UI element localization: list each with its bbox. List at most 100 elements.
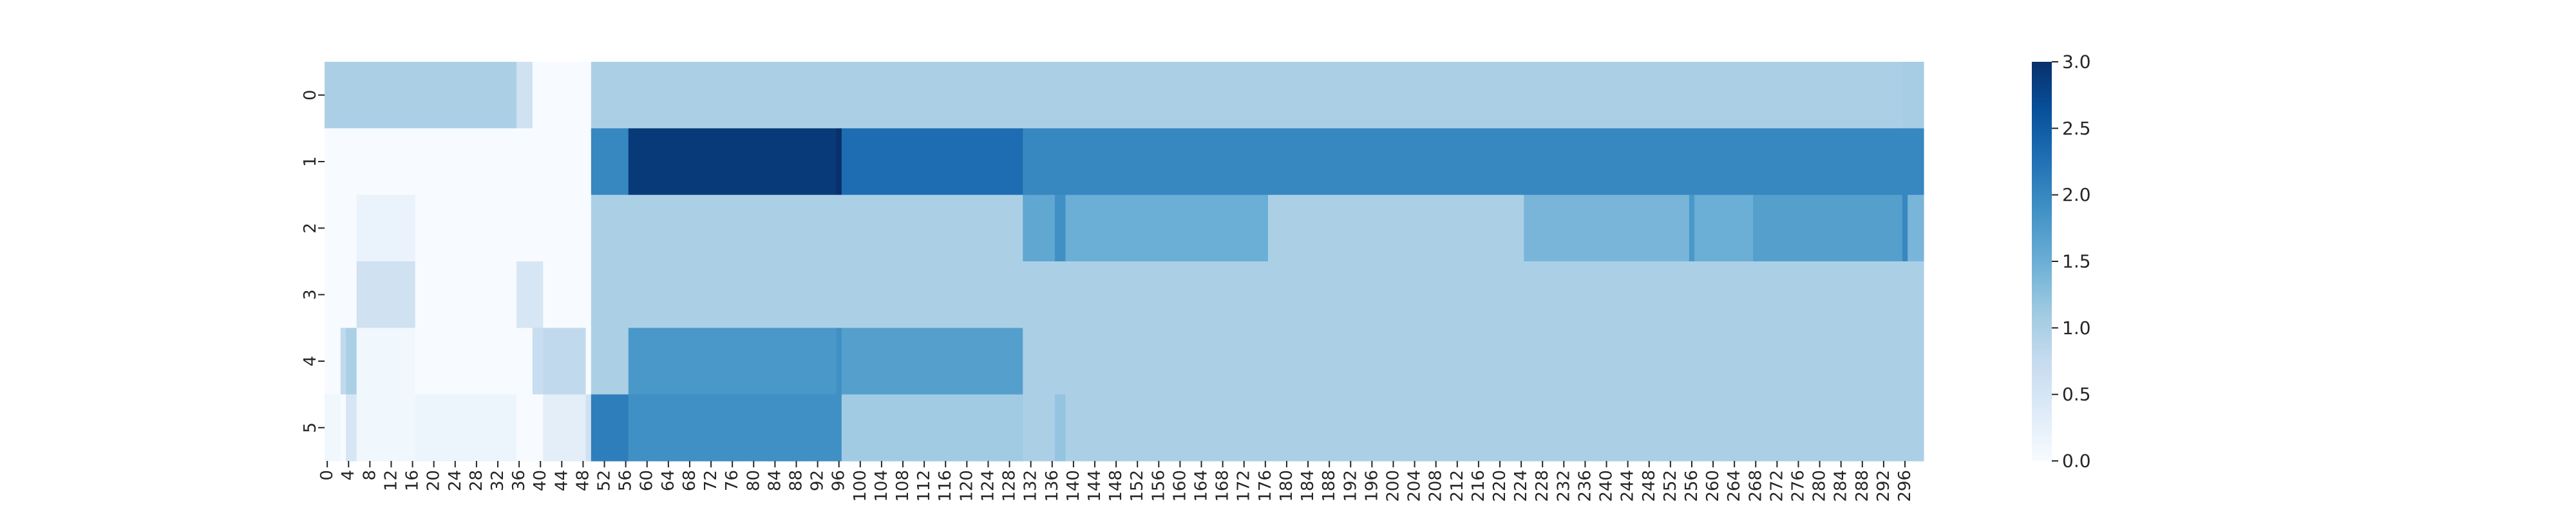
x-tick-label: 96	[829, 470, 849, 491]
y-axis: 0 1 2 3 4 5	[301, 89, 325, 433]
x-tick-label: 220	[1490, 470, 1510, 502]
heatmap-cell	[346, 394, 357, 462]
heatmap-cell	[1023, 394, 1056, 462]
y-tick-label: 5	[301, 422, 320, 433]
x-tick-label: 84	[765, 470, 784, 491]
x-tick-label: 4	[339, 470, 358, 481]
heatmap-cell	[628, 328, 837, 395]
x-tick-label: 288	[1853, 470, 1872, 502]
heatmap-cell	[356, 328, 416, 395]
x-tick-label: 72	[701, 470, 721, 491]
x-tick-label: 20	[424, 470, 444, 491]
heatmap-cell	[516, 261, 544, 328]
x-tick-label: 108	[893, 470, 913, 502]
heatmap-cell	[532, 328, 544, 395]
y-tick-label: 1	[301, 156, 320, 167]
heatmap-cell	[841, 128, 1023, 196]
x-tick-label: 204	[1405, 470, 1425, 502]
x-tick-label: 52	[595, 470, 614, 491]
x-tick-label: 60	[638, 470, 657, 491]
x-tick-label: 244	[1618, 470, 1638, 502]
heatmap-cell	[1054, 394, 1066, 462]
heatmap-cell	[415, 261, 517, 328]
heatmap-cell	[340, 328, 346, 395]
x-tick-label: 296	[1895, 470, 1915, 502]
heatmap-cell	[340, 394, 346, 462]
x-tick-label: 16	[403, 470, 422, 491]
x-tick-label: 148	[1106, 470, 1126, 502]
heatmap-cell	[591, 62, 1903, 129]
x-tick-label: 28	[467, 470, 486, 491]
x-tick-label: 240	[1597, 470, 1616, 502]
heatmap-cell	[836, 128, 842, 196]
x-tick-label: 88	[786, 470, 806, 491]
x-tick-label: 40	[531, 470, 550, 491]
x-tick-label: 260	[1703, 470, 1723, 502]
x-tick-label: 280	[1810, 470, 1830, 502]
heatmap-cell	[415, 394, 517, 462]
x-tick-label: 276	[1788, 470, 1808, 502]
heatmap-cell	[516, 394, 544, 462]
colorbar-tick-label: 3.0	[2062, 52, 2091, 73]
x-tick-label: 172	[1235, 470, 1254, 502]
x-tick-label: 264	[1725, 470, 1744, 502]
heatmap-cell	[325, 62, 341, 129]
x-tick-label: 176	[1256, 470, 1275, 502]
colorbar-tick-label: 0.5	[2062, 384, 2091, 405]
x-tick-label: 236	[1575, 470, 1595, 502]
x-tick-label: 128	[1000, 470, 1019, 502]
x-tick-label: 284	[1832, 470, 1851, 502]
heatmap-cell	[325, 194, 357, 262]
x-tick-label: 160	[1170, 470, 1189, 502]
x-tick-label: 120	[957, 470, 976, 502]
colorbar-tick-label: 2.5	[2062, 118, 2091, 139]
heatmap-cell	[346, 328, 357, 395]
heatmap-cell	[1023, 328, 1924, 395]
heatmap-cell	[1902, 194, 1908, 262]
colorbar: 0.0 0.5 1.0 1.5 2.0 2.5 3.0	[2032, 52, 2091, 472]
x-tick-label: 200	[1383, 470, 1403, 502]
x-tick-label: 80	[744, 470, 763, 491]
heatmap-cells	[325, 62, 1924, 462]
colorbar-tick-label: 1.5	[2062, 251, 2091, 272]
x-tick-label: 112	[914, 470, 934, 502]
heatmap-cell	[1023, 128, 1924, 196]
x-tick-label: 124	[978, 470, 998, 502]
x-tick-label: 248	[1640, 470, 1659, 502]
x-tick-label: 224	[1511, 470, 1531, 502]
x-tick-label: 44	[552, 470, 571, 491]
heatmap-cell	[543, 261, 592, 328]
x-tick-label: 272	[1767, 470, 1786, 502]
x-tick-label: 92	[808, 470, 828, 491]
heatmap-cell	[628, 128, 837, 196]
x-tick-label: 216	[1469, 470, 1488, 502]
y-tick-label: 0	[301, 89, 320, 100]
heatmap-cell	[1694, 194, 1754, 262]
x-tick-label: 76	[723, 470, 742, 491]
x-tick-label: 136	[1043, 470, 1062, 502]
heatmap-cell	[1753, 194, 1903, 262]
heatmap-cell	[585, 394, 592, 462]
heatmap-cell	[1908, 194, 1924, 262]
x-tick-label: 12	[381, 470, 401, 491]
x-tick-label: 268	[1746, 470, 1765, 502]
x-tick-label: 152	[1128, 470, 1147, 502]
x-tick-label: 192	[1341, 470, 1360, 502]
x-tick-label: 168	[1213, 470, 1233, 502]
heatmap-cell	[325, 328, 341, 395]
x-tick-label: 64	[659, 470, 678, 491]
heatmap-cell	[356, 394, 416, 462]
heatmap-cell	[543, 394, 587, 462]
x-tick-label: 292	[1874, 470, 1893, 502]
x-tick-label: 232	[1554, 470, 1573, 502]
x-tick-label: 32	[488, 470, 507, 491]
heatmap-cell	[1065, 194, 1269, 262]
heatmap-cell	[628, 394, 837, 462]
heatmap-cell	[325, 128, 592, 196]
x-tick-label: 68	[680, 470, 699, 491]
heatmap-cell	[836, 394, 842, 462]
heatmap-cell	[1023, 194, 1056, 262]
heatmap-cell	[532, 62, 592, 129]
heatmap-cell	[591, 261, 1924, 328]
